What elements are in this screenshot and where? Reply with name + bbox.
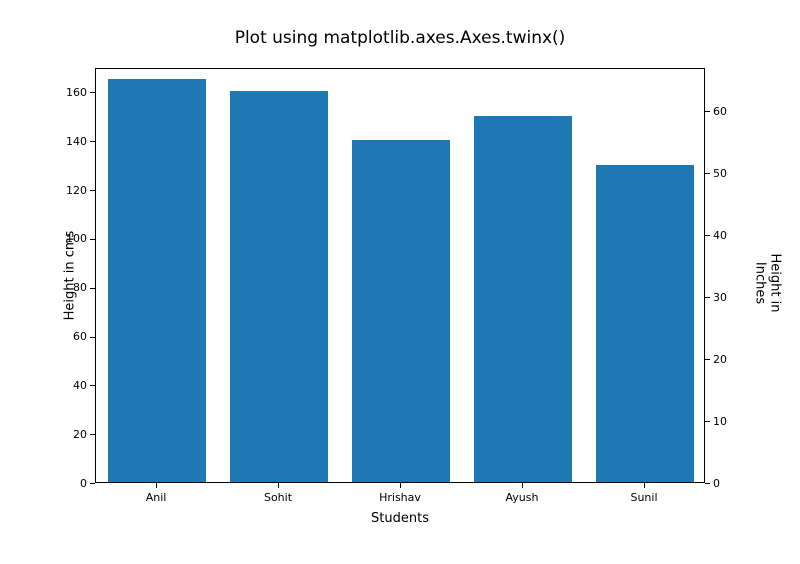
y-tick-label-right: 0 xyxy=(713,477,720,490)
y-tick-mark-right xyxy=(705,421,710,422)
y-tick-mark-right xyxy=(705,359,710,360)
chart-title: Plot using matplotlib.axes.Axes.twinx() xyxy=(0,28,800,48)
y-tick-mark-left xyxy=(90,385,95,386)
y-tick-mark-right xyxy=(705,235,710,236)
x-tick-label: Sohit xyxy=(264,491,292,504)
y-tick-label-right: 40 xyxy=(713,229,727,242)
y-tick-mark-right xyxy=(705,173,710,174)
x-tick-label: Hrishav xyxy=(379,491,421,504)
bar xyxy=(230,91,328,482)
chart-container: Plot using matplotlib.axes.Axes.twinx() … xyxy=(0,0,800,564)
y-tick-label-right: 50 xyxy=(713,167,727,180)
x-tick-label: Anil xyxy=(146,491,167,504)
y-tick-label-right: 60 xyxy=(713,105,727,118)
y-tick-label-right: 20 xyxy=(713,353,727,366)
x-tick-mark xyxy=(644,483,645,488)
bar xyxy=(108,79,206,482)
y-tick-mark-left xyxy=(90,337,95,338)
plot-area xyxy=(95,68,705,483)
y-tick-mark-left xyxy=(90,141,95,142)
y-tick-label-right: 30 xyxy=(713,291,727,304)
y-tick-label-left: 40 xyxy=(73,379,87,392)
x-tick-mark xyxy=(400,483,401,488)
y-tick-label-left: 160 xyxy=(66,86,87,99)
x-tick-mark xyxy=(156,483,157,488)
x-tick-label: Ayush xyxy=(506,491,539,504)
x-tick-label: Sunil xyxy=(630,491,657,504)
x-tick-mark xyxy=(522,483,523,488)
y-tick-mark-right xyxy=(705,297,710,298)
y-tick-label-right: 10 xyxy=(713,415,727,428)
y-tick-mark-left xyxy=(90,288,95,289)
y-tick-mark-left xyxy=(90,434,95,435)
x-axis-label: Students xyxy=(95,511,705,526)
y-tick-label-left: 140 xyxy=(66,135,87,148)
y-tick-label-left: 0 xyxy=(80,477,87,490)
y-tick-mark-left xyxy=(90,483,95,484)
bar xyxy=(474,116,572,482)
bar xyxy=(596,165,694,482)
y-tick-mark-left xyxy=(90,239,95,240)
y-tick-mark-right xyxy=(705,111,710,112)
x-tick-mark xyxy=(278,483,279,488)
y-tick-mark-left xyxy=(90,92,95,93)
y-tick-label-left: 20 xyxy=(73,428,87,441)
y-tick-label-left: 60 xyxy=(73,330,87,343)
y-tick-label-left: 120 xyxy=(66,184,87,197)
bar xyxy=(352,140,450,482)
y-tick-mark-right xyxy=(705,483,710,484)
y-axis-left-label: Height in cms xyxy=(62,230,77,320)
y-axis-right-label: Height in Inches xyxy=(753,250,783,315)
y-tick-mark-left xyxy=(90,190,95,191)
